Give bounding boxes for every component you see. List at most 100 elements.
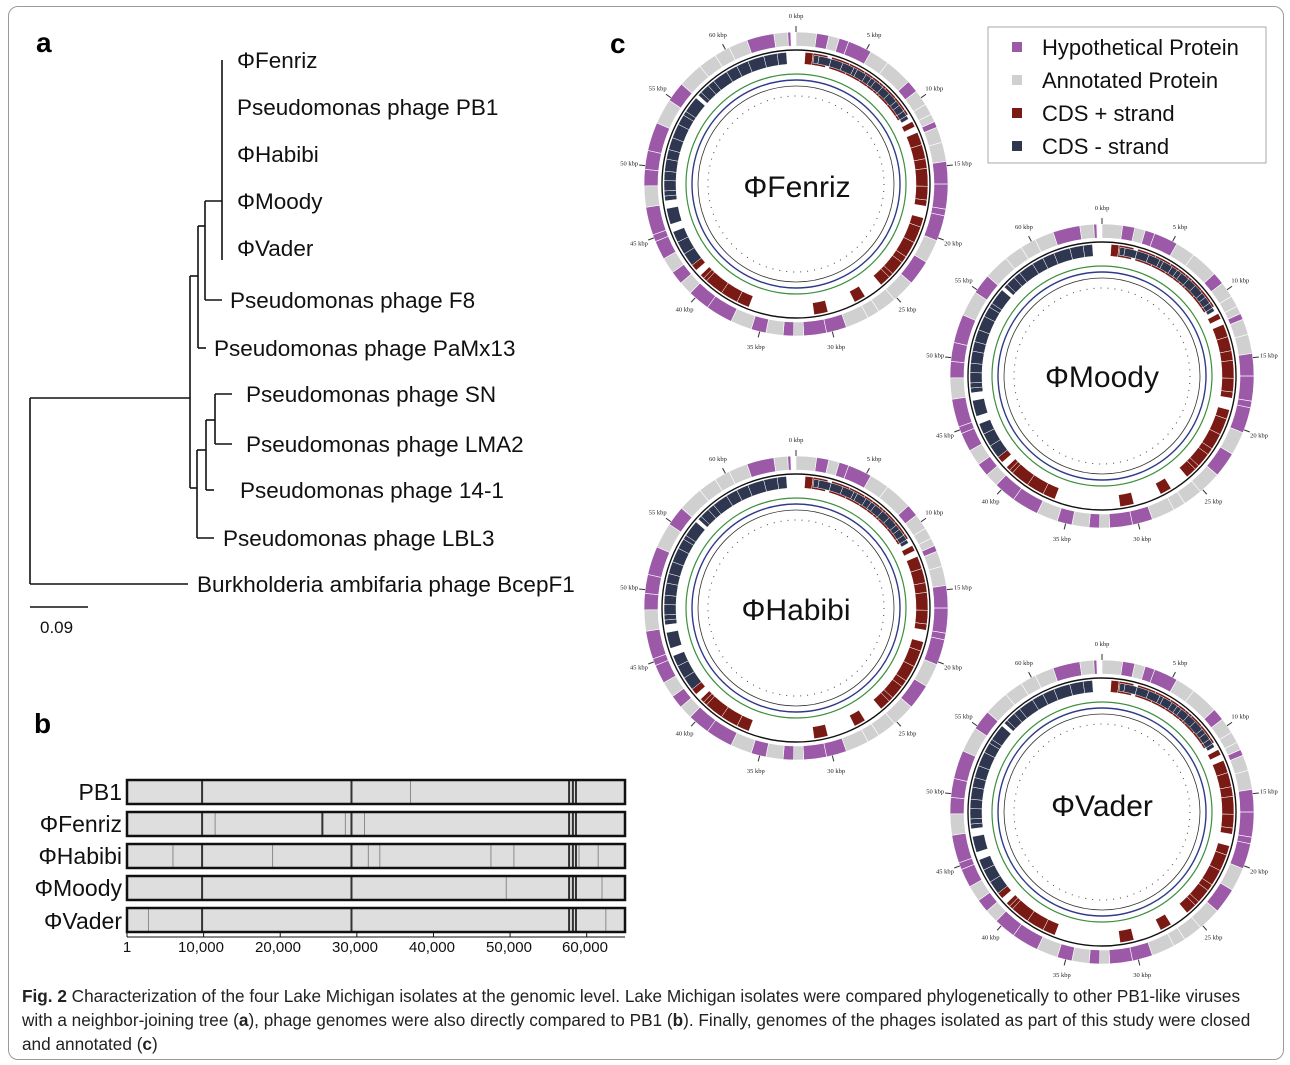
annotation-segment [795,455,818,472]
kbp-label: 50 kbp [926,789,944,796]
annotation-segment [1088,949,1101,965]
kbp-label: 35 kbp [1053,536,1071,543]
kbp-label: 10 kbp [925,86,943,93]
legend-label: Hypothetical Protein [1042,35,1239,60]
annotation-segment [802,318,827,337]
kbp-tick [896,721,902,727]
inner-ring [1003,713,1201,911]
phylogenetic-tree [29,60,232,608]
kbp-label: 15 kbp [1260,353,1278,360]
tree-leaf-label: ΦVader [237,236,314,261]
cds-plus-segment [913,622,928,631]
tree-leaf-label: ΦMoody [237,189,323,214]
kbp-tick [648,661,655,665]
annotation-segment [1129,505,1153,526]
panel-label-b: b [34,708,51,739]
genome-backbone [661,49,931,319]
cds-plus-segment [849,709,866,727]
cds-plus-segment [700,690,713,703]
kbp-label: 45 kbp [936,869,954,876]
genome-backbone [967,677,1237,947]
cds-minus-segment [672,651,689,667]
cds-plus-segment [901,545,916,557]
annotation-segment [949,813,966,836]
tree-leaf-label: Pseudomonas phage SN [246,382,496,407]
annotation-segment [823,737,847,758]
kbp-label: 60 kbp [1015,224,1033,231]
kbp-tick [757,755,761,762]
annotation-segment [928,565,947,588]
kbp-label: 15 kbp [1260,789,1278,796]
annotation-segment [782,745,795,761]
gc-skew-ring [691,503,901,713]
kbp-tick [937,237,944,241]
genome-map-name: ΦFenriz [743,171,850,204]
cds-plus-segment [1178,896,1196,914]
annotation-segment [950,341,968,364]
annotation-segment [643,593,659,611]
kbp-label: 60 kbp [709,456,727,463]
cds-minus-segment [991,289,1012,311]
cds-minus-segment [666,630,683,649]
cds-minus-segment [663,614,677,621]
annotation-segment [645,628,667,660]
kbp-label: 35 kbp [1053,972,1071,979]
kbp-label: 60 kbp [709,32,727,39]
figure-graphics: a b c [29,13,1278,979]
panel-label-a: a [36,27,52,58]
kbp-tick [971,285,978,291]
annotation-segment [773,31,789,48]
cds-minus-segment [763,477,780,492]
cds-plus-segment [914,592,929,611]
alignment-row-label: ΦVader [44,908,122,934]
annotation-segment [1101,659,1124,676]
kbp-tick [996,925,1002,931]
cds-minus-segment [969,362,983,374]
kbp-label: 30 kbp [1133,536,1151,543]
kbp-label: 55 kbp [955,714,973,721]
kbp-label: 25 kbp [898,731,916,738]
cds-minus-segment [972,834,989,853]
caption-ref-a: a [238,1010,249,1030]
cds-plus-segment [1006,458,1019,471]
tree-leaf-label: ΦHabibi [237,142,319,167]
alignment-tick-label: 60,000 [562,939,608,956]
kbp-label: 5 kbp [1173,660,1188,667]
alignment-tick-label: 1 [123,939,131,956]
alignment-tick-label: 50,000 [486,939,532,956]
kbp-tick [954,429,961,433]
kbp-tick [946,164,953,167]
kbp-tick [866,43,870,50]
annotation-segment [1129,941,1153,962]
inner-ring [697,509,895,707]
legend-label: CDS - strand [1042,134,1169,159]
cds-minus-segment [663,180,677,192]
kbp-label: 50 kbp [620,585,638,592]
kbp-label: 0 kbp [1095,641,1110,648]
cds-minus-segment [899,539,909,548]
kbp-tick [1028,671,1032,678]
kbp-tick [690,721,696,727]
kbp-tick [648,237,655,241]
alignment-track [127,780,625,804]
inner-dotted-ring [1013,723,1191,901]
annotation-segment [793,321,805,337]
figure-caption: Fig. 2 Characterization of the four Lake… [22,984,1270,1056]
kbp-label: 20 kbp [1250,869,1268,876]
gc-content-ring [685,73,907,295]
annotation-segment [802,742,827,761]
annotation-segment [645,204,667,236]
gc-skew-ring [997,707,1207,917]
alignment-track-border [125,842,627,870]
annotation-segment [643,609,660,632]
kbp-tick [639,588,646,591]
cds-minus-segment [666,206,683,225]
kbp-tick [896,297,902,303]
annotation-segment [1237,375,1255,402]
alignment-row-label: PB1 [79,779,122,805]
annotation-segment [931,607,949,634]
alignment-tick-label: 10,000 [178,939,224,956]
kbp-tick [1226,721,1233,727]
kbp-tick [1172,671,1176,678]
genome-map: 0 kbp 5 kbp 10 kbp 15 kbp 20 kbp 25 kbp 30 kbp… [620,13,971,351]
